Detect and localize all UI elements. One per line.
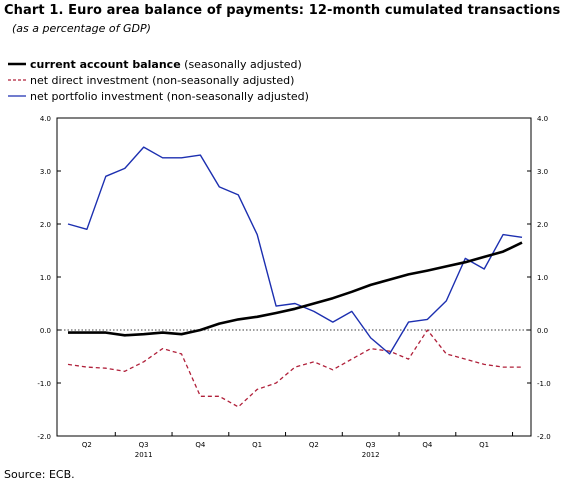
- x-tick-label: Q2: [82, 441, 92, 449]
- x-tick-label: Q3: [139, 441, 149, 449]
- y-tick-label-right: 3.0: [537, 168, 548, 176]
- legend-label-bold: current account balance: [30, 57, 181, 71]
- legend-label-rest: (seasonally adjusted): [180, 57, 302, 71]
- x-tick-label: Q1: [479, 441, 489, 449]
- series-lines: [67, 146, 523, 408]
- y-tick-label-right: 0.0: [537, 327, 548, 335]
- series-line-net-direct-investment: [67, 329, 522, 408]
- y-tick-label-right: 4.0: [537, 115, 548, 123]
- y-tick-label-right: -2.0: [537, 433, 551, 441]
- legend-label-portfolio-investment: net portfolio investment (non-seasonally…: [30, 89, 309, 103]
- chart-subtitle: (as a percentage of GDP): [12, 22, 151, 35]
- x-tick-label: Q3: [366, 441, 376, 449]
- y-tick-label-right: -1.0: [537, 380, 551, 388]
- axis-ticks: -2.0 -2.0 -1.0 -1.0 0.0 0.0 1.0 1.0 2.0 2.0 3.0 3.0…: [37, 115, 550, 459]
- x-year-label: 2012: [362, 451, 380, 459]
- y-tick-label-left: -2.0: [37, 433, 51, 441]
- y-tick-label-left: 3.0: [40, 168, 51, 176]
- legend: current account balance (seasonally adju…: [8, 56, 309, 104]
- plot-frame: [56, 117, 532, 437]
- legend-item-current-account: current account balance (seasonally adju…: [8, 56, 309, 72]
- y-tick-label-left: 1.0: [40, 274, 51, 282]
- x-year-label: 2011: [135, 451, 153, 459]
- series-line-net-portfolio-investment: [67, 146, 523, 355]
- x-tick-label: Q2: [309, 441, 319, 449]
- y-tick-label-left: -1.0: [37, 380, 51, 388]
- legend-item-direct-investment: net direct investment (non-seasonally ad…: [8, 72, 309, 88]
- legend-item-portfolio-investment: net portfolio investment (non-seasonally…: [8, 88, 309, 104]
- y-tick-label-left: 2.0: [40, 221, 51, 229]
- legend-swatch-current-account: [8, 62, 26, 66]
- legend-swatch-portfolio-investment: [8, 95, 26, 97]
- y-tick-label-left: 4.0: [40, 115, 51, 123]
- y-tick-label-left: 0.0: [40, 327, 51, 335]
- legend-swatch-direct-investment: [8, 79, 26, 81]
- legend-label-direct-investment: net direct investment (non-seasonally ad…: [30, 73, 295, 87]
- series-line-current-account-balance: [68, 241, 523, 337]
- chart-title: Chart 1. Euro area balance of payments: …: [4, 3, 561, 18]
- y-tick-label-right: 2.0: [537, 221, 548, 229]
- x-tick-label: Q4: [195, 441, 206, 449]
- y-tick-label-right: 1.0: [537, 274, 548, 282]
- x-tick-label: Q4: [422, 441, 433, 449]
- source-note: Source: ECB.: [4, 468, 75, 481]
- x-tick-label: Q1: [252, 441, 262, 449]
